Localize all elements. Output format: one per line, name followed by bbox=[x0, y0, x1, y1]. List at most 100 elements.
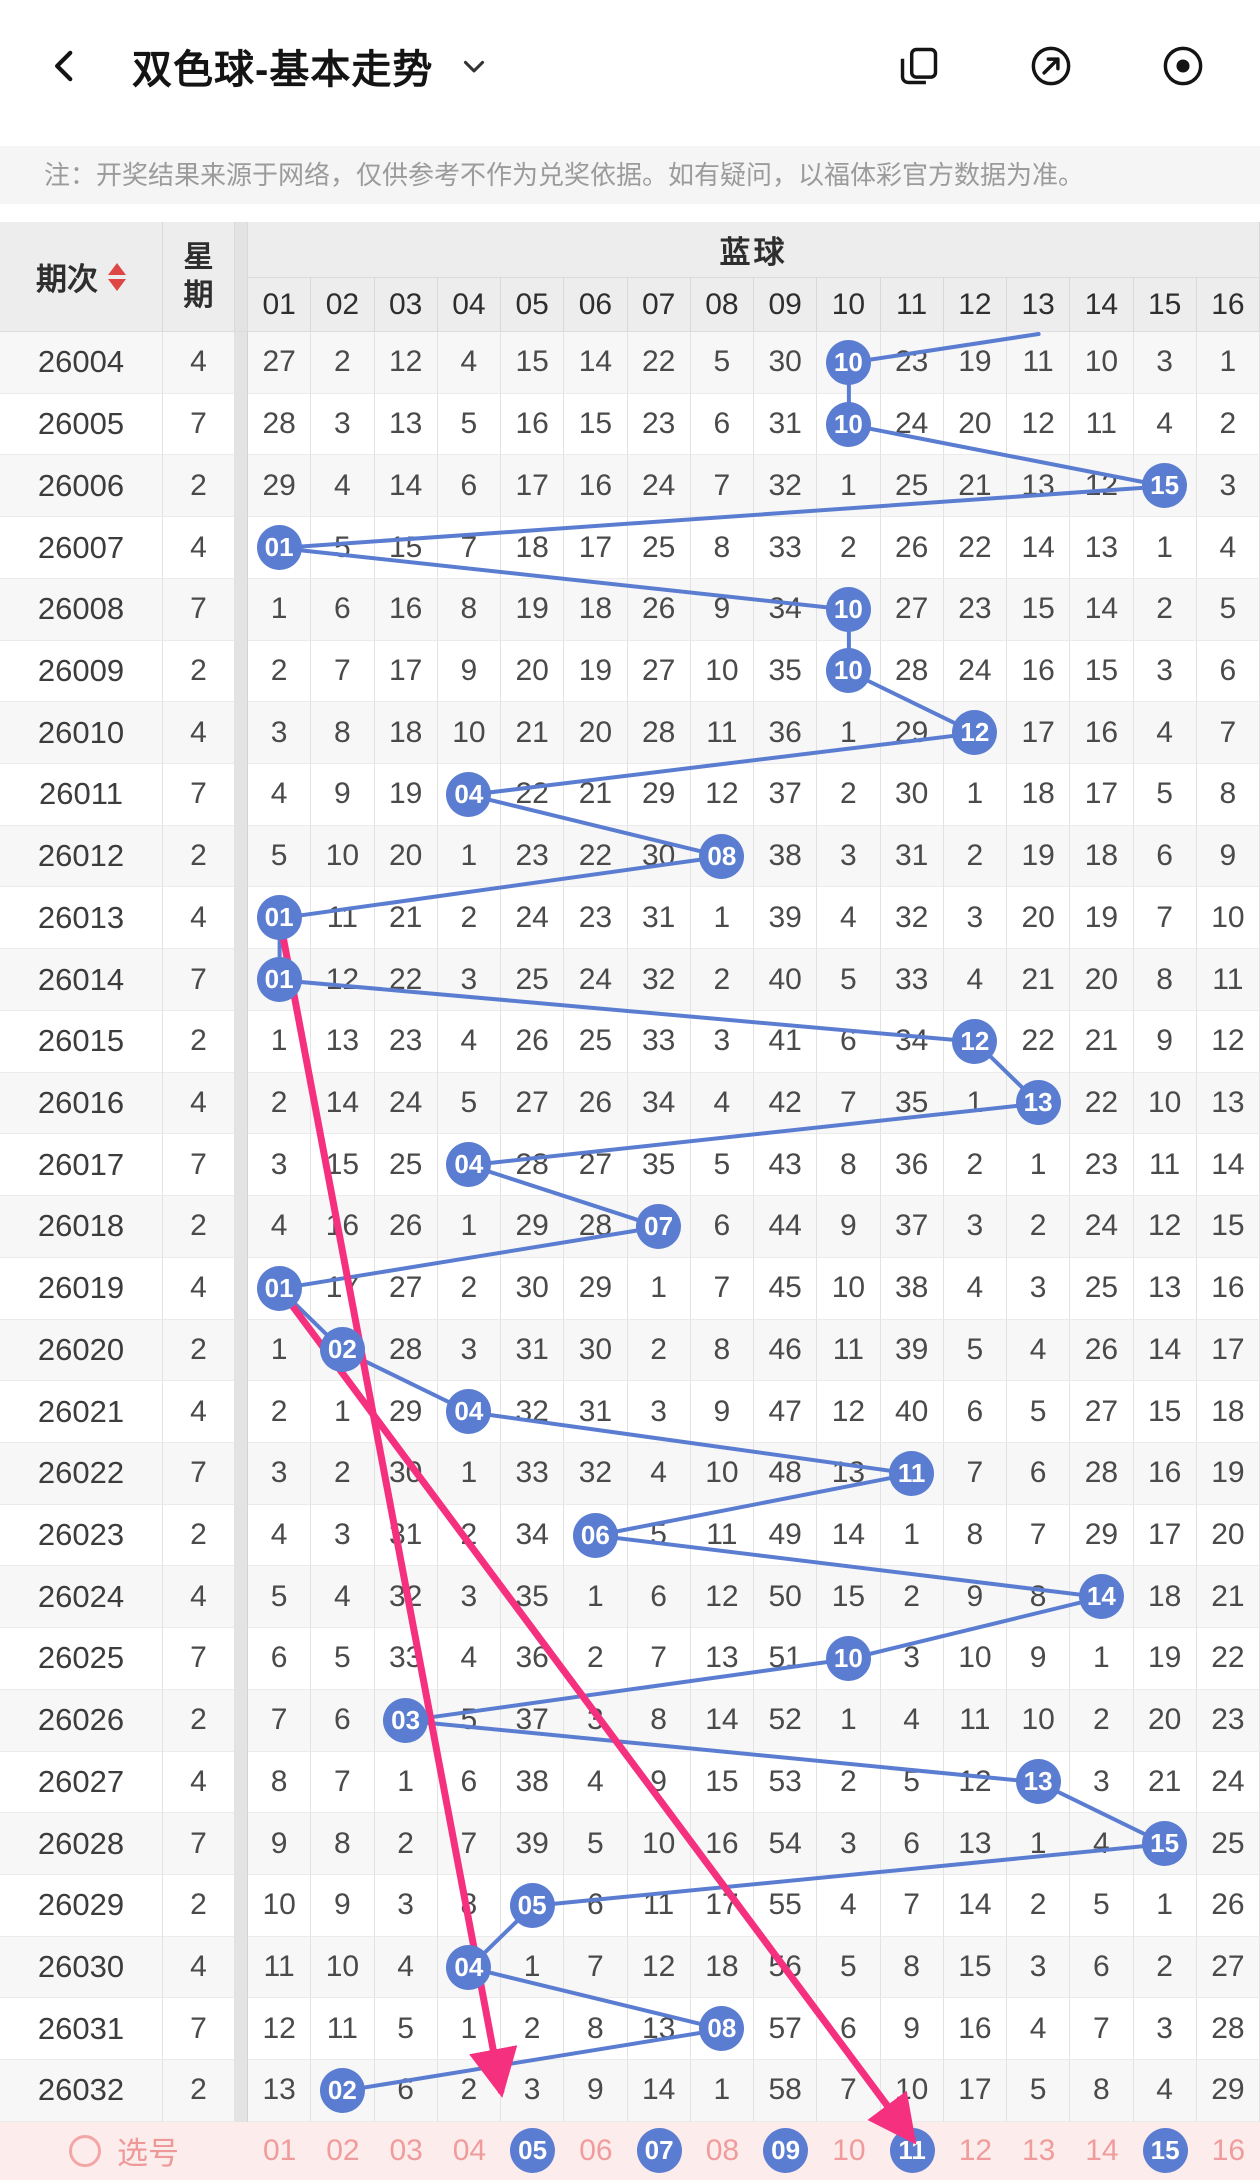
footer-number[interactable]: 06 bbox=[579, 2133, 613, 2167]
ball-cell: 7 bbox=[437, 1813, 501, 1875]
ball-cell: 3 bbox=[437, 1319, 501, 1382]
footer-number[interactable]: 15 bbox=[1134, 2122, 1197, 2180]
hit-ball: 03 bbox=[383, 1697, 429, 1743]
table-row: 26024 4 5 4 32 3 35 1 6 12 50 15 2 9 8 14 18 21 bbox=[0, 1566, 1260, 1629]
trend-table: 期次 星期 蓝球 01 02 03 04 05 06 07 08 09 10 11 12 13 14 15 1… bbox=[0, 222, 1260, 2180]
ball-cell: 3 bbox=[627, 1381, 691, 1443]
ball-cell: 19 bbox=[943, 332, 1007, 394]
share-button[interactable] bbox=[1028, 43, 1074, 89]
ball-cell: 21 bbox=[1196, 1566, 1260, 1629]
ball-cell: 17 bbox=[501, 455, 565, 518]
ball-cell: 3 bbox=[1007, 1257, 1071, 1320]
footer-number[interactable]: 04 bbox=[452, 2133, 487, 2167]
table-row: 26010 4 3 8 18 10 21 20 28 11 36 1 29 12 17 16 4 7 bbox=[0, 702, 1260, 765]
ball-cell: 11 bbox=[627, 1874, 691, 1937]
ball-cell: 5 bbox=[627, 1504, 691, 1567]
pick-button[interactable]: 选号 bbox=[0, 2122, 248, 2180]
ball-cell: 14 bbox=[1070, 578, 1134, 641]
hit-ball: 14 bbox=[1078, 1574, 1124, 1620]
ball-cell: 28 bbox=[1070, 1442, 1134, 1505]
ball-cell: 23 bbox=[564, 887, 628, 950]
ball-cell: 3 bbox=[311, 393, 375, 456]
ball-cell: 4 bbox=[248, 764, 312, 826]
footer-number[interactable]: 03 bbox=[389, 2133, 423, 2167]
footer-number[interactable]: 02 bbox=[326, 2133, 360, 2167]
ball-cell: 4 bbox=[1196, 517, 1260, 579]
ball-cell: 5 bbox=[248, 825, 312, 888]
ball-cell: 55 bbox=[754, 1874, 818, 1937]
ball-cell: 1 bbox=[248, 578, 312, 641]
ball-cell: 11 bbox=[1196, 949, 1260, 1011]
issue-cell: 26011 bbox=[0, 764, 163, 826]
table-row: 26025 7 6 5 33 4 36 2 7 13 51 10 3 10 9 1 19 22 bbox=[0, 1628, 1260, 1690]
ball-cell: 4 bbox=[311, 455, 375, 518]
issue-cell: 26028 bbox=[0, 1813, 163, 1875]
footer-number[interactable]: 07 bbox=[628, 2122, 691, 2180]
ball-cell: 1 bbox=[437, 1196, 501, 1258]
divider-strip bbox=[235, 1874, 248, 1937]
ball-cell: 3 bbox=[311, 1504, 375, 1567]
ball-cell: 8 bbox=[311, 702, 375, 765]
ball-cell: 28 bbox=[564, 1196, 628, 1258]
ball-cell: 29 bbox=[627, 764, 691, 826]
week-cell: 7 bbox=[163, 1134, 235, 1197]
sort-icon bbox=[108, 262, 126, 291]
ball-cell: 13 bbox=[943, 1813, 1007, 1875]
ball-cell: 16 bbox=[501, 393, 565, 456]
ball-cell: 40 bbox=[754, 949, 818, 1011]
title-dropdown[interactable]: 双色球-基本走势 bbox=[132, 37, 491, 95]
footer-number[interactable]: 11 bbox=[881, 2122, 944, 2180]
footer-number[interactable]: 10 bbox=[832, 2133, 866, 2167]
footer-number[interactable]: 16 bbox=[1211, 2133, 1246, 2167]
footer-selected-ball[interactable]: 07 bbox=[636, 2128, 682, 2174]
ball-cell: 30 bbox=[501, 1257, 565, 1320]
ball-cell: 11 bbox=[817, 1319, 881, 1382]
ball-cell: 6 bbox=[817, 1998, 881, 2061]
ball-cell: 2 bbox=[817, 1751, 881, 1814]
footer-number[interactable]: 08 bbox=[705, 2133, 740, 2167]
footer-selected-ball[interactable]: 15 bbox=[1142, 2128, 1188, 2174]
ball-cell: 17 bbox=[1007, 702, 1071, 765]
ball-cell: 25 bbox=[564, 1010, 628, 1073]
ball-cell: 1 bbox=[501, 1936, 565, 1999]
ball-cell: 4 bbox=[1007, 1998, 1071, 2061]
footer-number[interactable]: 12 bbox=[958, 2133, 993, 2167]
week-cell: 2 bbox=[163, 455, 235, 518]
footer-selected-ball[interactable]: 09 bbox=[763, 2128, 809, 2174]
ball-cell: 2 bbox=[1196, 393, 1260, 456]
record-button[interactable] bbox=[1160, 43, 1206, 89]
ball-cell: 11 bbox=[311, 1998, 375, 2061]
ball-cell: 18 bbox=[1070, 825, 1134, 888]
ball-cell: 15 bbox=[564, 393, 628, 456]
ball-cell: 10 bbox=[248, 1874, 312, 1937]
footer-selected-ball[interactable]: 11 bbox=[889, 2128, 935, 2174]
ball-cell: 6 bbox=[311, 1689, 375, 1752]
divider-strip bbox=[235, 2060, 248, 2122]
divider-strip bbox=[235, 1010, 248, 1073]
issue-column-header[interactable]: 期次 bbox=[0, 222, 163, 332]
ball-column-header: 12 bbox=[943, 278, 1007, 332]
ball-cell: 31 bbox=[564, 1381, 628, 1443]
week-cell: 2 bbox=[163, 1196, 235, 1258]
footer-number[interactable]: 09 bbox=[754, 2122, 817, 2180]
ball-cell: 4 bbox=[374, 1936, 438, 1999]
ball-cell: 28 bbox=[880, 640, 944, 703]
issue-cell: 26013 bbox=[0, 887, 163, 950]
footer-number[interactable]: 14 bbox=[1085, 2133, 1119, 2167]
ball-cell: 9 bbox=[311, 764, 375, 826]
ball-cell: 1 bbox=[564, 1566, 628, 1629]
footer-number[interactable]: 05 bbox=[501, 2122, 564, 2180]
ball-cell: 22 bbox=[1007, 1010, 1071, 1073]
ball-cell: 4 bbox=[1070, 1813, 1134, 1875]
float-window-button[interactable] bbox=[896, 43, 942, 89]
table-row: 26005 7 28 3 13 5 16 15 23 6 31 10 24 20 12 11 4 2 bbox=[0, 393, 1260, 456]
footer-number[interactable]: 13 bbox=[1021, 2133, 1056, 2167]
footer-number[interactable]: 01 bbox=[262, 2133, 297, 2167]
week-cell: 4 bbox=[163, 517, 235, 579]
ball-cell: 2 bbox=[248, 1381, 312, 1443]
footer-selected-ball[interactable]: 05 bbox=[510, 2128, 556, 2174]
back-button[interactable] bbox=[44, 45, 86, 87]
ball-cell: 16 bbox=[943, 1998, 1007, 2061]
ball-cell: 2 bbox=[627, 1319, 691, 1382]
ball-column-header: 01 bbox=[248, 278, 312, 332]
